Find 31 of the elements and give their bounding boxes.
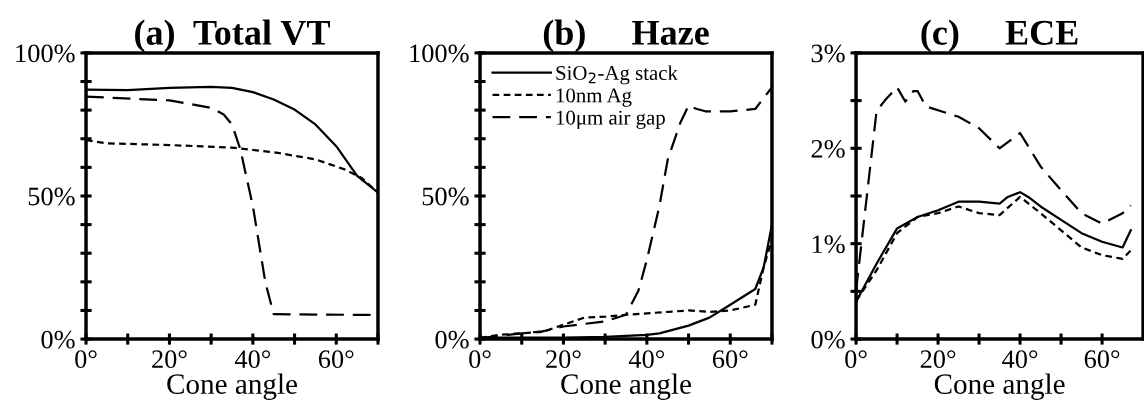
y-tick-label: 0% — [435, 330, 469, 349]
x-tick-label: 0° — [75, 350, 97, 369]
x-axis-title: Cone angle — [167, 373, 297, 400]
x-axis-title: Cone angle — [934, 373, 1065, 400]
x-tick-label: 40° — [234, 350, 271, 369]
chart-title: (c) ECE — [921, 19, 1078, 53]
chart-title: (b) Haze — [543, 19, 709, 53]
y-tick-label: 0% — [811, 330, 845, 349]
x-axis-title: Cone angle — [561, 373, 691, 400]
x-tick-label: 0° — [469, 350, 491, 369]
x-tick-label: 40° — [628, 350, 665, 369]
x-tick-label: 40° — [1002, 350, 1038, 369]
x-tick-label: 60° — [712, 350, 748, 369]
y-tick-label: 50% — [422, 187, 469, 206]
y-tick-label: 100% — [16, 44, 75, 63]
x-tick-label: 60° — [318, 350, 354, 369]
y-tick-label: 100% — [410, 44, 469, 63]
legend-label: 10μm air gap — [556, 110, 665, 129]
x-tick-label: 20° — [152, 350, 187, 369]
y-tick-label: 0% — [41, 330, 75, 349]
legend-label: 10nm Ag — [556, 88, 632, 107]
y-tick-label: 1% — [812, 235, 845, 254]
y-tick-label: 3% — [811, 44, 845, 63]
legend-label: SiO$_{2}$-Ag stack — [556, 65, 678, 85]
x-tick-label: 60° — [1084, 350, 1120, 369]
x-tick-label: 0° — [845, 350, 867, 369]
y-tick-label: 50% — [28, 187, 75, 206]
x-tick-label: 20° — [546, 350, 581, 369]
y-tick-label: 2% — [811, 139, 845, 158]
chart-title: (a) Total VT — [135, 19, 330, 53]
x-tick-label: 20° — [920, 350, 956, 369]
